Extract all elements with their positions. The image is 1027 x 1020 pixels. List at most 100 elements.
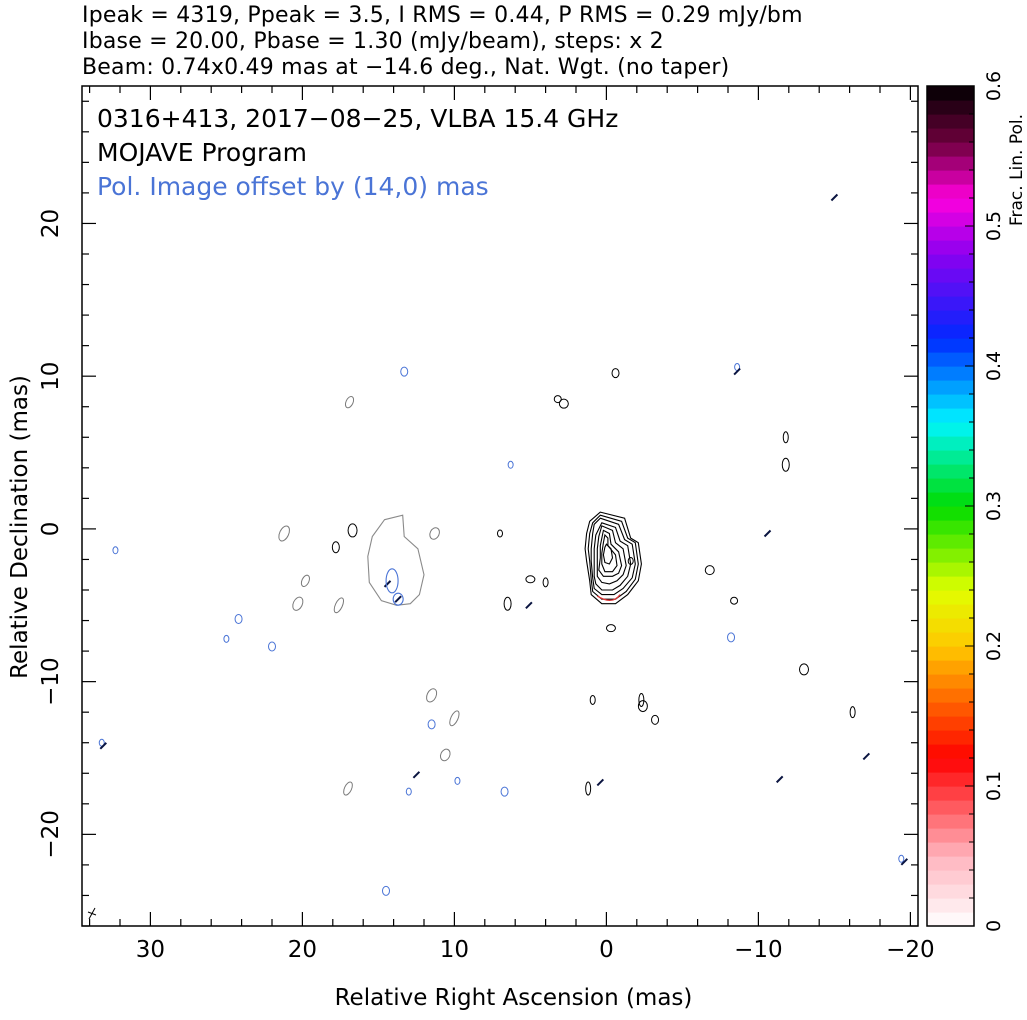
noise-contour-grey: [429, 527, 440, 540]
colorbar-band: [927, 380, 974, 395]
noise-contour: [503, 596, 512, 611]
colorbar-band: [927, 450, 974, 465]
noise-contour: [730, 596, 739, 605]
colorbar-tick-label: 0.6: [983, 71, 1005, 101]
noise-contour: [799, 663, 809, 676]
beam-marker: [87, 907, 97, 920]
colorbar-band: [927, 268, 974, 283]
source-annotation: 0316+413, 2017−08−25, VLBA 15.4 GHz: [97, 104, 619, 133]
noise-contour: [782, 431, 789, 444]
colorbar-tick-label: 0.5: [983, 211, 1005, 241]
colorbar-band: [927, 632, 974, 647]
colorbar-band: [927, 814, 974, 829]
y-tick-label: 20: [38, 209, 64, 238]
pol-offset-annotation: Pol. Image offset by (14,0) mas: [97, 172, 489, 201]
y-tick-label: −10: [38, 657, 64, 706]
colorbar-band: [927, 394, 974, 409]
core-contour: [602, 543, 614, 565]
colorbar-band: [927, 548, 974, 563]
pol-noise-contour: [427, 719, 436, 730]
pol-vector: [525, 601, 533, 609]
pol-vector: [862, 752, 871, 761]
pol-noise-contour: [400, 366, 409, 377]
pol-inner-contour: [385, 568, 399, 594]
noise-contour: [781, 457, 790, 472]
colorbar-band: [927, 590, 974, 605]
y-tick-label: 0: [38, 522, 64, 537]
colorbar-band: [927, 702, 974, 717]
noise-contour: [589, 694, 596, 705]
pol-vector: [596, 778, 605, 787]
colorbar-tick-label: 0.4: [983, 351, 1005, 381]
pol-vector: [900, 858, 909, 866]
noise-contour-grey: [292, 596, 304, 611]
pol-vector: [775, 775, 784, 784]
core-contour: [587, 514, 639, 600]
pol-noise-contour: [507, 460, 514, 469]
pol-inner-contour: [392, 592, 404, 606]
core-contour: [593, 522, 632, 591]
colorbar-band: [927, 156, 974, 171]
colorbar-band: [927, 576, 974, 591]
noise-contour: [638, 692, 645, 707]
pol-vector: [99, 742, 107, 750]
colorbar-band: [927, 436, 974, 451]
core-contour: [590, 517, 636, 596]
pol-noise-contour: [500, 786, 509, 797]
x-tick-label: 30: [136, 937, 165, 963]
colorbar-band: [927, 114, 974, 129]
pol-noise-contour: [727, 632, 736, 643]
header-line-2: Ibase = 20.00, Pbase = 1.30 (mJy/beam), …: [82, 29, 664, 54]
colorbar-label: Frac. Lin. Pol.: [1007, 113, 1027, 227]
colorbar-band: [927, 100, 974, 115]
colorbar-band: [927, 604, 974, 619]
colorbar-band: [927, 660, 974, 675]
noise-contour: [497, 529, 503, 538]
noise-contour: [611, 368, 620, 379]
header-line-3: Beam: 0.74x0.49 mas at −14.6 deg., Nat. …: [82, 55, 730, 80]
core-pol-contour: [596, 594, 621, 601]
noise-contour: [605, 624, 616, 633]
colorbar-band: [927, 688, 974, 703]
noise-contour-grey: [333, 597, 345, 614]
colorbar-band: [927, 478, 974, 493]
noise-contour-grey: [426, 688, 438, 703]
noise-contour-grey: [278, 525, 290, 542]
pol-vector: [763, 529, 772, 538]
colorbar-band: [927, 254, 974, 269]
colorbar-band: [927, 646, 974, 661]
colorbar-band: [927, 184, 974, 199]
colorbar-band: [927, 912, 974, 927]
y-tick-label: 10: [38, 362, 64, 391]
x-tick-label: 0: [599, 937, 614, 963]
pol-noise-contour: [112, 546, 119, 555]
noise-contour: [585, 781, 592, 796]
core-contour: [596, 525, 627, 585]
colorbar-band: [927, 898, 974, 913]
x-tick-label: 20: [288, 937, 317, 963]
noise-contour-grey: [449, 710, 460, 727]
y-tick-label: −20: [38, 810, 64, 859]
colorbar-band: [927, 128, 974, 143]
pol-noise-contour: [223, 634, 230, 643]
x-tick-label: 10: [440, 937, 469, 963]
x-tick-label: −10: [734, 937, 783, 963]
colorbar-band: [927, 856, 974, 871]
pol-region-contour: [367, 514, 425, 606]
colorbar-band: [927, 170, 974, 185]
colorbar-band: [927, 86, 974, 101]
colorbar-band: [927, 198, 974, 213]
colorbar-band: [927, 800, 974, 815]
colorbar-band: [927, 324, 974, 339]
noise-contour: [553, 395, 562, 404]
noise-contour: [347, 523, 358, 538]
colorbar-band: [927, 142, 974, 157]
colorbar-frame: [926, 85, 975, 927]
noise-contour: [331, 541, 340, 554]
colorbar-band: [927, 772, 974, 787]
pol-vector: [394, 595, 402, 603]
colorbar-band: [927, 212, 974, 227]
colorbar-band: [927, 520, 974, 535]
pol-noise-contour: [268, 641, 276, 652]
core-contour: [601, 533, 618, 573]
